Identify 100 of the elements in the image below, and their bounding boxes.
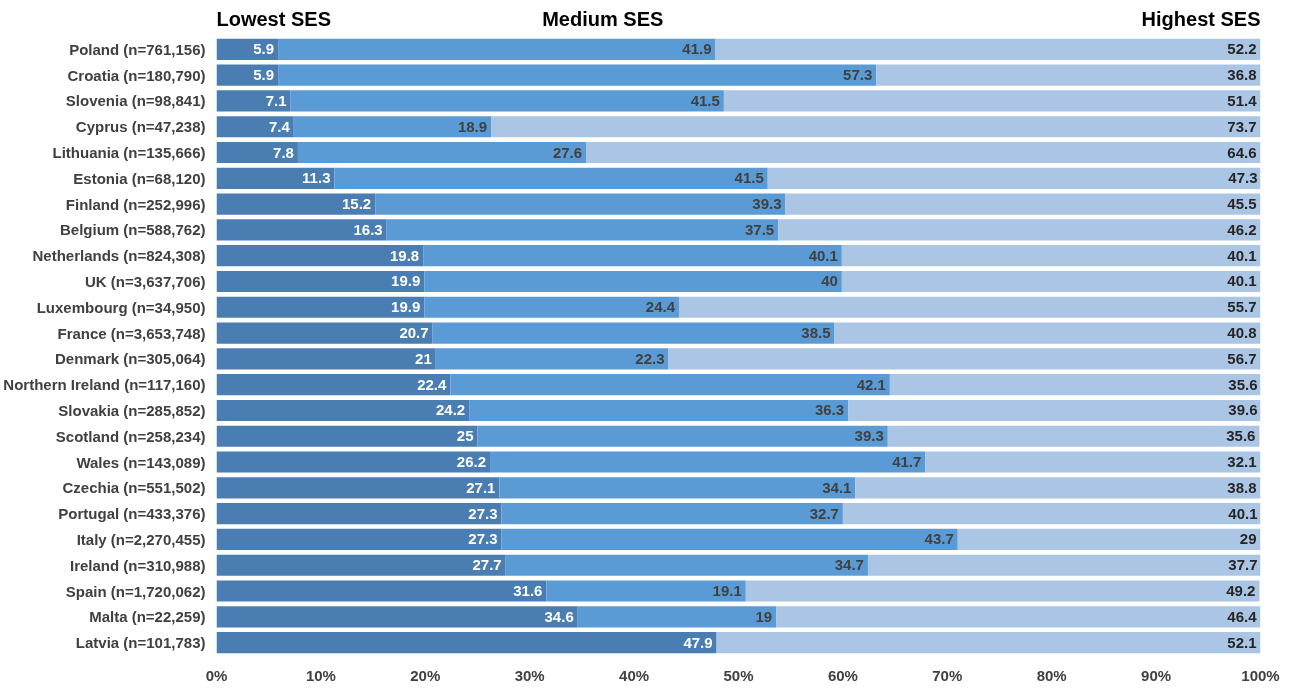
bar: [855, 477, 1261, 499]
bar: [477, 425, 888, 447]
x-tick-label: 80%: [1036, 666, 1067, 684]
bar: [423, 245, 842, 267]
data-label: 7.1: [265, 91, 287, 109]
data-label: 51.4: [1227, 91, 1258, 109]
bar: [216, 296, 425, 318]
data-label: 29: [1239, 530, 1257, 548]
y-tick-label: Lithuania (n=135,666): [52, 144, 206, 162]
bar: [716, 632, 1261, 654]
x-tick-label: 40%: [619, 666, 650, 684]
bar: [216, 141, 298, 164]
bar: [297, 141, 587, 164]
x-tick-label: 60%: [827, 666, 858, 684]
bar: [216, 528, 502, 550]
data-label: 32.1: [1227, 453, 1257, 471]
data-label: 20.7: [399, 324, 429, 342]
data-label: 19.1: [712, 582, 742, 600]
data-label: 36.3: [814, 401, 845, 419]
data-label: 26.2: [456, 453, 487, 471]
bar: [678, 296, 1261, 318]
data-label: 24.4: [645, 298, 676, 316]
y-tick-label: Portugal (n=433,376): [58, 505, 206, 523]
bar: [841, 270, 1261, 293]
data-label: 36.8: [1227, 66, 1257, 84]
data-label: 27.1: [466, 478, 496, 496]
y-tick-label: Scotland (n=258,234): [55, 427, 206, 445]
bar: [586, 141, 1261, 164]
data-label: 40.1: [1227, 246, 1257, 264]
series-label: Lowest SES: [216, 8, 331, 31]
y-tick-label: Wales (n=143,089): [76, 453, 206, 471]
x-tick-label: 100%: [1241, 666, 1280, 684]
bar: [776, 606, 1261, 628]
series-label: Medium SES: [542, 8, 664, 31]
bar: [889, 374, 1261, 396]
data-label: 31.6: [513, 582, 543, 600]
y-tick-label: Croatia (n=180,790): [67, 66, 206, 84]
x-tick-label: 90%: [1141, 666, 1172, 684]
data-label: 34.6: [544, 607, 574, 625]
data-label: 52.2: [1227, 40, 1257, 58]
y-tick-label: France (n=3,653,748): [57, 324, 206, 342]
data-label: 41.9: [682, 40, 712, 58]
data-label: 18.9: [457, 117, 488, 135]
bar: [778, 219, 1261, 241]
bar: [848, 399, 1261, 422]
data-label: 52.1: [1227, 633, 1257, 651]
y-tick-label: Cyprus (n=47,238): [75, 118, 206, 136]
x-tick-label: 50%: [723, 666, 754, 684]
bar: [216, 245, 424, 267]
bar: [216, 348, 436, 370]
data-label: 34.7: [834, 556, 864, 574]
bar: [216, 322, 433, 344]
data-label: 42.1: [856, 375, 886, 393]
data-label: 39.6: [1228, 401, 1258, 419]
bar: [668, 348, 1261, 370]
bar: [375, 193, 786, 215]
bar: [216, 219, 387, 241]
bar: [216, 554, 506, 576]
data-label: 25: [456, 427, 474, 445]
y-tick-label: Luxembourg (n=34,950): [36, 298, 206, 316]
data-label: 5.9: [253, 40, 275, 58]
bar: [715, 38, 1261, 60]
data-label: 27.6: [552, 143, 583, 161]
data-label: 40.1: [1227, 272, 1257, 290]
y-tick-label: Spain (n=1,720,062): [65, 582, 206, 600]
y-tick-label: Northern Ireland (n=117,160): [3, 376, 206, 394]
bar: [491, 116, 1261, 138]
data-label: 27.7: [472, 556, 502, 574]
data-label: 24.2: [435, 401, 466, 419]
bar: [887, 425, 1260, 447]
data-label: 22.4: [417, 375, 448, 393]
data-label: 37.5: [744, 220, 775, 238]
bar: [435, 348, 669, 370]
data-label: 35.6: [1226, 427, 1256, 445]
data-label: 46.4: [1227, 607, 1258, 625]
y-tick-label: Latvia (n=101,783): [75, 634, 206, 652]
data-label: 43.7: [924, 530, 954, 548]
data-label: 40: [821, 272, 838, 290]
data-label: 55.7: [1227, 298, 1257, 316]
bar: [834, 322, 1261, 344]
bar: [216, 193, 376, 215]
data-label: 15.2: [341, 195, 372, 213]
data-label: 41.5: [690, 91, 720, 109]
bar: [723, 90, 1261, 112]
y-tick-label: Poland (n=761,156): [69, 40, 206, 58]
bar: [216, 116, 294, 138]
data-label: 38.5: [801, 324, 831, 342]
data-label: 34.1: [822, 478, 852, 496]
bar: [501, 528, 958, 550]
y-tick-label: Italy (n=2,270,455): [76, 530, 206, 548]
data-label: 11.3: [302, 169, 331, 187]
data-label: 37.7: [1228, 556, 1258, 574]
data-label: 5.9: [253, 66, 275, 84]
x-tick-label: 0%: [205, 666, 228, 684]
data-label: 49.2: [1226, 582, 1256, 600]
bar: [216, 167, 335, 189]
bar: [424, 296, 679, 318]
bar: [505, 554, 868, 576]
bar: [216, 90, 291, 112]
data-label: 57.3: [843, 66, 873, 84]
